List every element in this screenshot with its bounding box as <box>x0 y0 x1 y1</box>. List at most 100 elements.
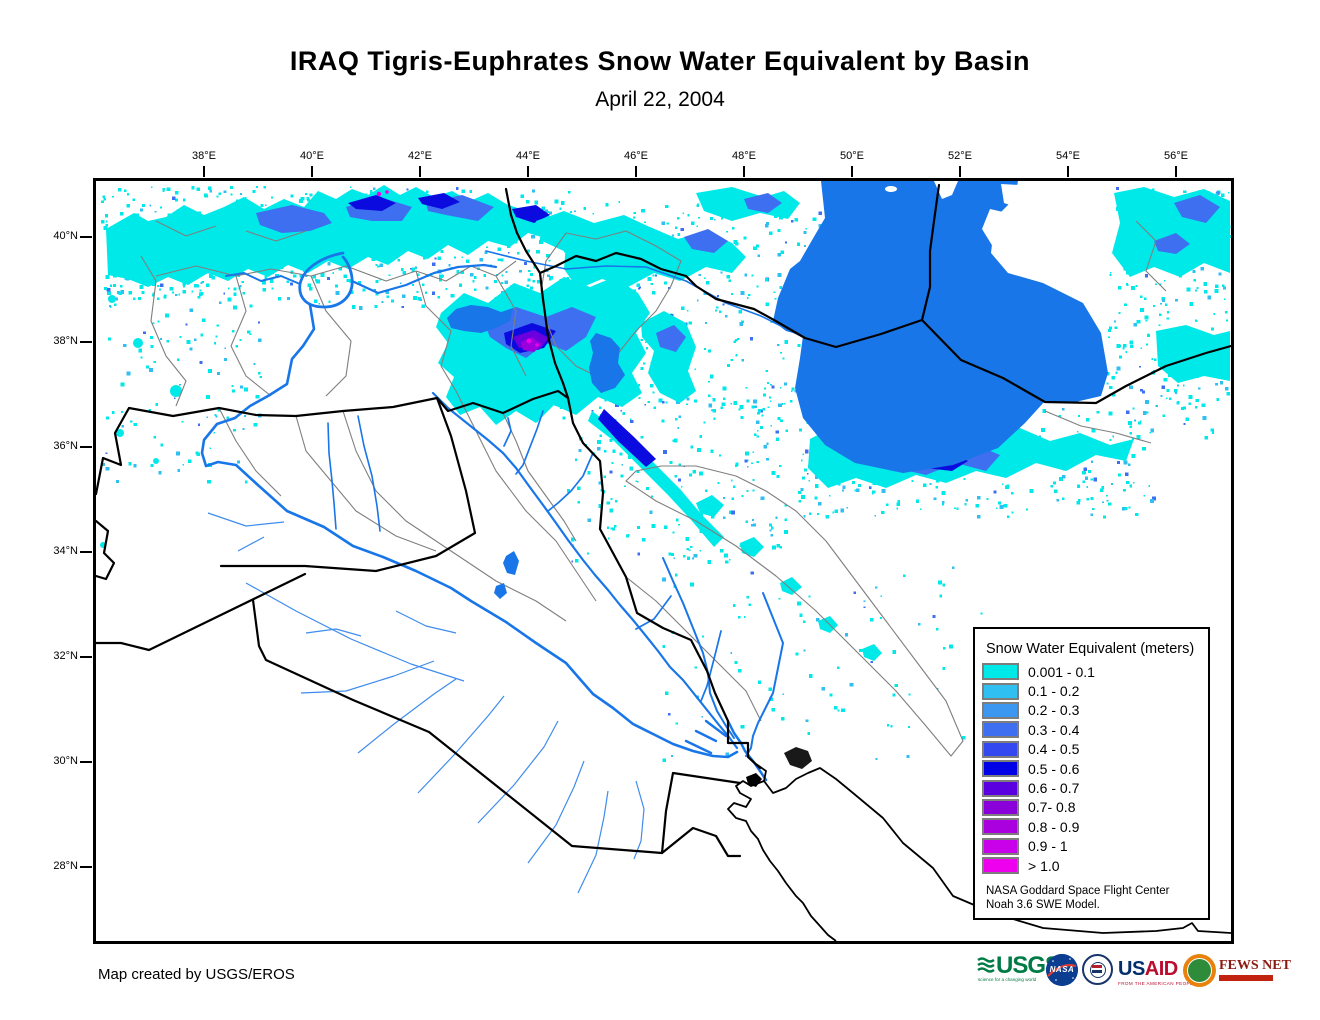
lon-tick-mark <box>203 166 205 177</box>
legend-label: 0.6 - 0.7 <box>1028 780 1080 797</box>
legend-swatch <box>982 760 1019 778</box>
legend: Snow Water Equivalent (meters) 0.001 - 0… <box>973 627 1210 920</box>
legend-swatch <box>982 857 1019 875</box>
basin-boundaries <box>140 220 1167 757</box>
snow-fields <box>100 185 1230 661</box>
legend-label: 0.7- 0.8 <box>1028 799 1076 816</box>
lat-tick-label: 28°N <box>53 860 78 872</box>
lon-tick-label: 44°E <box>516 150 540 162</box>
legend-row: > 1.0 <box>982 856 1095 875</box>
legend-label: 0.4 - 0.5 <box>1028 741 1080 758</box>
legend-label: 0.001 - 0.1 <box>1028 663 1095 680</box>
gulf-coastline <box>727 756 1231 941</box>
legend-label: 0.8 - 0.9 <box>1028 818 1080 835</box>
lon-tick-mark <box>1067 166 1069 177</box>
legend-row: 0.9 - 1 <box>982 837 1095 856</box>
legend-source-note: NASA Goddard Space Flight Center Noah 3.… <box>986 884 1169 912</box>
seal-stripe-red <box>1092 965 1102 968</box>
legend-label: 0.3 - 0.4 <box>1028 721 1080 738</box>
seal-ring <box>1090 962 1106 978</box>
legend-row: 0.8 - 0.9 <box>982 817 1095 836</box>
water-bodies <box>447 181 1108 599</box>
legend-row: 0.2 - 0.3 <box>982 701 1095 720</box>
legend-swatch <box>982 818 1019 836</box>
legend-row: 0.3 - 0.4 <box>982 720 1095 739</box>
lon-tick-label: 40°E <box>300 150 324 162</box>
lon-tick-label: 52°E <box>948 150 972 162</box>
seal-stripe-blue <box>1092 970 1102 973</box>
nasa-swoosh-icon <box>1046 954 1078 986</box>
page-title: IRAQ Tigris-Euphrates Snow Water Equival… <box>289 46 1031 76</box>
lon-tick-label: 38°E <box>192 150 216 162</box>
usaid-seal-icon <box>1082 954 1113 985</box>
lon-tick-mark <box>851 166 853 177</box>
fews-net-banner <box>1219 975 1273 981</box>
legend-row: 0.7- 0.8 <box>982 798 1095 817</box>
lon-tick-mark <box>311 166 313 177</box>
legend-swatch <box>982 740 1019 758</box>
legend-source-line1: NASA Goddard Space Flight Center <box>986 885 1170 897</box>
legend-row: 0.5 - 0.6 <box>982 759 1095 778</box>
lat-tick-mark <box>80 341 92 343</box>
lon-tick-label: 54°E <box>1056 150 1080 162</box>
lat-tick-mark <box>80 656 92 658</box>
nasa-wordmark: NASA <box>1049 965 1075 974</box>
lat-tick-mark <box>80 866 92 868</box>
map-credit: Map created by USGS/EROS <box>98 966 295 983</box>
lat-tick-label: 40°N <box>53 230 78 242</box>
legend-row: 0.4 - 0.5 <box>982 740 1095 759</box>
legend-swatch <box>982 721 1019 739</box>
lat-tick-label: 38°N <box>53 335 78 347</box>
wadi-streams <box>207 512 645 894</box>
lat-tick-label: 32°N <box>53 650 78 662</box>
lon-tick-mark <box>419 166 421 177</box>
lon-tick-label: 48°E <box>732 150 756 162</box>
lat-tick-mark <box>80 446 92 448</box>
legend-source-line2: Noah 3.6 SWE Model. <box>986 899 1100 911</box>
caspian-sea <box>773 181 1108 473</box>
legend-label: 0.9 - 1 <box>1028 838 1068 855</box>
lat-tick-mark <box>80 236 92 238</box>
legend-swatch <box>982 798 1019 816</box>
usgs-waves-icon <box>977 957 995 973</box>
page-subtitle: April 22, 2004 <box>595 88 725 111</box>
lake-razzaza <box>494 583 507 599</box>
lat-tick-label: 30°N <box>53 755 78 767</box>
lon-tick-mark <box>527 166 529 177</box>
usaid-logo: USAID FROM THE AMERICAN PEOPLE <box>1118 958 1196 986</box>
usgs-wordmark: USGS <box>996 952 1061 979</box>
lon-tick-mark <box>743 166 745 177</box>
legend-swatch <box>982 779 1019 797</box>
legend-label: 0.5 - 0.6 <box>1028 760 1080 777</box>
rivers <box>200 250 804 782</box>
lat-tick-label: 34°N <box>53 545 78 557</box>
fews-net-wordmark: FEWS NET <box>1219 958 1291 973</box>
usgs-logo: USGS science for a changing world <box>977 952 1061 982</box>
usaid-wordmark-aid: AID <box>1144 958 1178 980</box>
lat-tick-mark <box>80 761 92 763</box>
legend-swatch <box>982 837 1019 855</box>
lon-tick-label: 56°E <box>1164 150 1188 162</box>
legend-swatch <box>982 701 1019 719</box>
lon-tick-label: 50°E <box>840 150 864 162</box>
country-borders <box>96 183 1231 858</box>
coastal-marshes <box>746 747 812 787</box>
legend-row: 0.6 - 0.7 <box>982 778 1095 797</box>
legend-title: Snow Water Equivalent (meters) <box>986 641 1195 657</box>
usaid-wordmark-us: US <box>1118 958 1145 980</box>
fews-globe-inner <box>1187 958 1212 983</box>
legend-label: 0.2 - 0.3 <box>1028 702 1080 719</box>
usgs-tagline: science for a changing world <box>978 977 1037 982</box>
lat-tick-mark <box>80 551 92 553</box>
lon-tick-mark <box>1175 166 1177 177</box>
lon-tick-label: 42°E <box>408 150 432 162</box>
lake-urmia <box>589 333 625 393</box>
legend-row: 0.1 - 0.2 <box>982 681 1095 700</box>
lake-van <box>447 305 513 333</box>
legend-swatch <box>982 663 1019 681</box>
legend-swatch <box>982 682 1019 700</box>
nasa-logo: NASA <box>1046 954 1078 986</box>
legend-label: > 1.0 <box>1028 857 1060 874</box>
lon-tick-mark <box>959 166 961 177</box>
